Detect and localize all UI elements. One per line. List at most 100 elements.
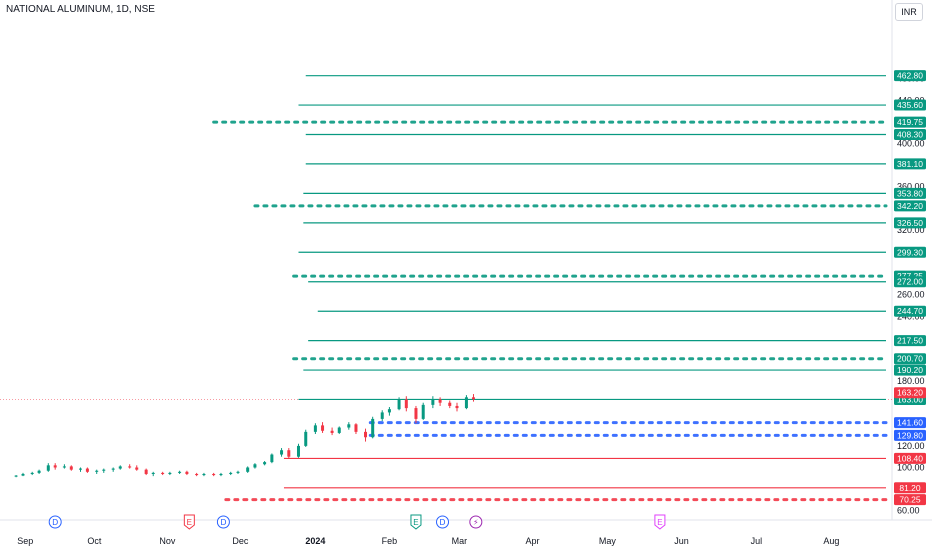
candle [246, 466, 250, 473]
time-tick-label: Jul [751, 536, 763, 546]
candle [69, 465, 73, 471]
event-marker[interactable]: D [216, 515, 230, 529]
level-price-label: 419.75 [897, 117, 923, 127]
candle [79, 467, 82, 472]
price-labels: 462.80 435.60 419.75 408.30 381.10 353.80 342.… [894, 70, 926, 506]
current-price-tag [894, 387, 926, 399]
level-price-label: 217.50 [897, 336, 923, 346]
price-tick-label: 120.00 [897, 441, 925, 451]
time-tick-label: Dec [232, 536, 249, 546]
svg-text:D: D [439, 518, 445, 527]
svg-text:E: E [187, 518, 192, 527]
level-price-tag [894, 70, 926, 82]
level-price-label: 244.70 [897, 306, 923, 316]
candle [431, 396, 435, 409]
candle [30, 471, 34, 476]
candle [178, 470, 182, 474]
time-tick-label: Apr [525, 536, 539, 546]
candle [185, 470, 189, 476]
candle [421, 402, 425, 420]
time-tick-label: Mar [452, 536, 468, 546]
earnings-event-marker[interactable]: E [410, 514, 422, 530]
candle [471, 394, 475, 402]
candle [212, 472, 216, 477]
time-tick-label: Jun [674, 536, 689, 546]
candle [168, 471, 172, 476]
level-price-tag [894, 99, 926, 111]
candle [287, 448, 291, 459]
level-price-tag [894, 116, 926, 128]
level-price-tag [894, 217, 926, 229]
level-price-tag [894, 129, 926, 141]
svg-text:E: E [413, 518, 418, 527]
currency-button[interactable]: INR [895, 3, 923, 21]
candle [296, 443, 300, 458]
price-tick-label: 100.00 [897, 463, 925, 473]
candle [95, 469, 99, 474]
candle [46, 463, 50, 472]
time-tick-label: 2024 [305, 536, 325, 546]
level-price-label: 163.00 [897, 394, 923, 404]
candle [144, 468, 148, 476]
price-tick-label: 180.00 [897, 376, 925, 386]
candle [118, 465, 122, 470]
candle [404, 396, 408, 412]
level-lines [212, 75, 888, 502]
candle [354, 423, 358, 435]
candle [236, 470, 240, 474]
candle [371, 416, 375, 439]
candle [229, 471, 233, 476]
candles [14, 394, 475, 478]
candle [111, 467, 115, 472]
level-price-label: 277.25 [897, 271, 923, 281]
current-price-label: 163.20 [897, 388, 923, 398]
candle [195, 472, 199, 477]
earnings-event-marker[interactable]: E [183, 514, 195, 530]
candle [313, 423, 317, 435]
event-marker[interactable]: D [436, 515, 450, 529]
candle [135, 465, 139, 471]
price-tick-label: 360.00 [897, 182, 925, 192]
level-price-tag [894, 494, 926, 506]
time-tick-label: Sep [17, 536, 33, 546]
level-price-tag [894, 276, 926, 288]
candle [337, 426, 341, 435]
candle [161, 471, 165, 476]
svg-text:D: D [52, 518, 58, 527]
candle [321, 422, 325, 433]
candle [37, 469, 41, 474]
level-price-tag [894, 305, 926, 317]
svg-text:E: E [657, 518, 662, 527]
level-price-label: 70.25 [899, 495, 921, 505]
candle [202, 472, 206, 477]
level-price-label: 342.20 [897, 201, 923, 211]
candle [448, 400, 452, 409]
event-marker[interactable]: ⚡ [469, 515, 483, 529]
level-price-label: 108.40 [897, 453, 923, 463]
candle [387, 407, 391, 416]
candle [347, 422, 351, 430]
price-tick-label: 400.00 [897, 139, 925, 149]
level-price-label: 190.20 [897, 365, 923, 375]
earnings-event-marker[interactable]: E [654, 514, 666, 530]
level-price-tag [894, 353, 926, 365]
event-marker[interactable]: D [48, 515, 62, 529]
time-tick-label: Nov [159, 536, 176, 546]
candle [85, 467, 89, 473]
svg-text:⚡: ⚡ [473, 518, 479, 527]
level-price-label: 462.80 [897, 71, 923, 81]
event-markers[interactable]: D E D E D ⚡ E [48, 514, 666, 530]
level-price-tag [894, 246, 926, 258]
candle [304, 429, 308, 447]
level-price-tag [894, 482, 926, 494]
level-price-label: 353.80 [897, 188, 923, 198]
candle [14, 475, 18, 478]
candle [414, 405, 418, 424]
price-tick-label: 260.00 [897, 290, 925, 300]
candle [53, 463, 57, 470]
level-price-label: 326.50 [897, 218, 923, 228]
candle [330, 427, 334, 436]
chart-title: NATIONAL ALUMINUM, 1D, NSE [6, 4, 155, 15]
candle [397, 397, 401, 411]
